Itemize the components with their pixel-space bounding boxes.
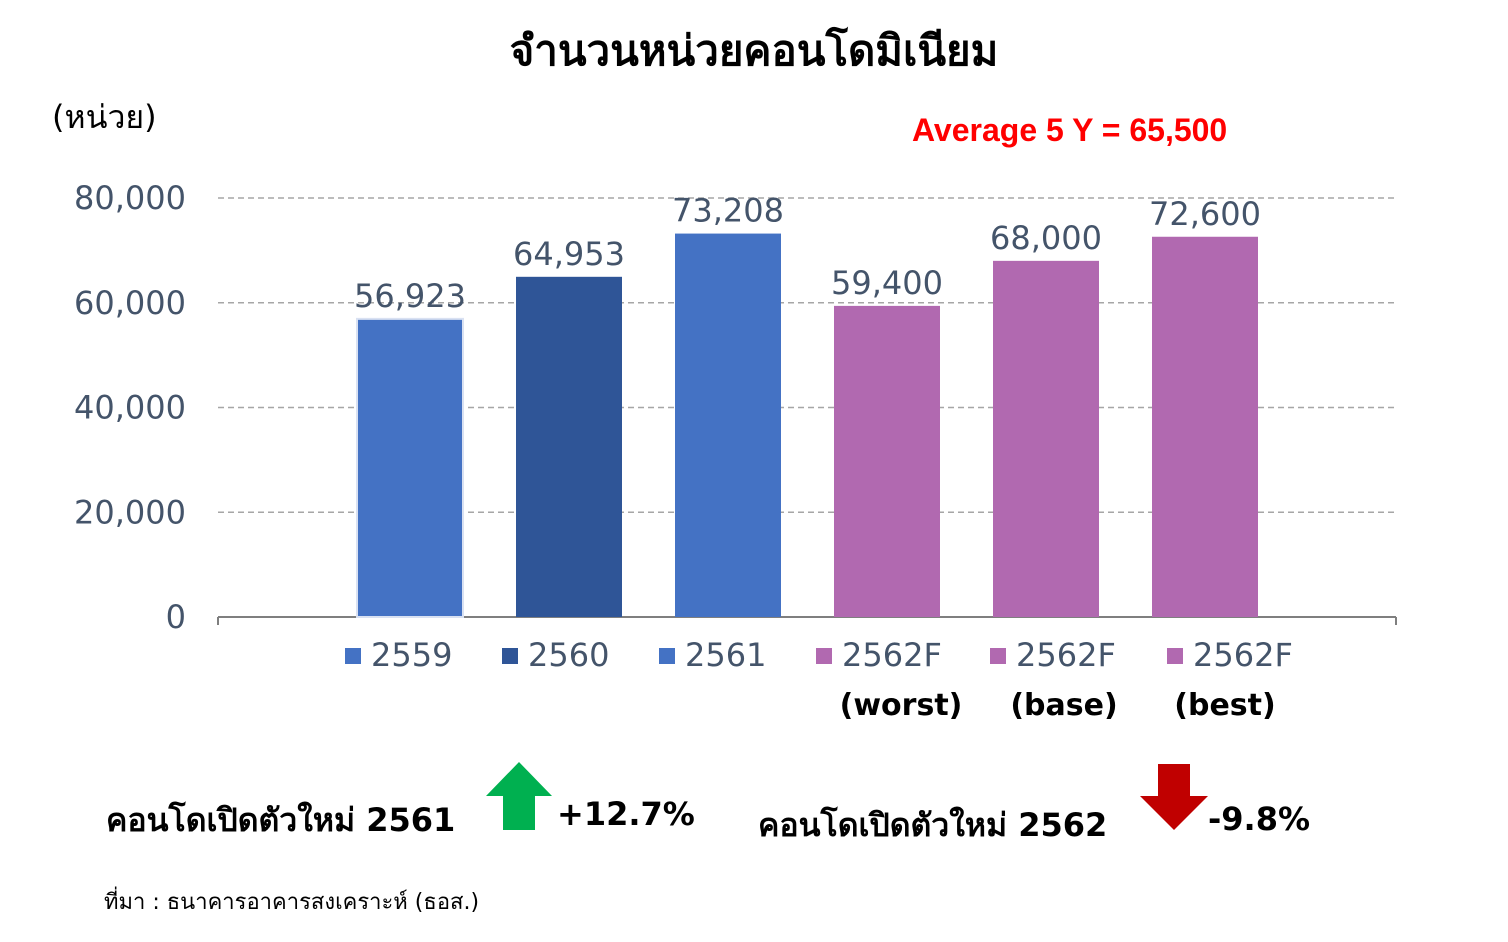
legend-swatch [345,648,361,664]
y-tick-label: 40,000 [74,389,186,427]
legend-swatch [990,648,1006,664]
data-label: 59,400 [831,264,943,302]
up-arrow-icon [486,762,552,830]
bar [356,317,464,618]
legend-swatch [502,648,518,664]
note-2561-label: คอนโดเปิดตัวใหม่ 2561 [106,801,456,839]
note-2562-change: -9.8% [1208,800,1311,838]
note-2561-change: +12.7% [557,795,695,833]
legend-swatch [1167,648,1183,664]
legend-label: 2561 [685,636,766,674]
y-tick-label: 60,000 [74,284,186,322]
data-label: 56,923 [354,277,466,315]
bar [675,233,781,617]
bar-chart: 0 20,000 40,000 60,000 80,000 56,923 64,953 73,… [74,179,1397,674]
legend-label: 2559 [371,636,452,674]
legend-label: 2562F [842,636,942,674]
chart-title: จำนวนหน่วยคอนโดมิเนียม [509,26,999,75]
legend-swatch [659,648,675,664]
sublabel-base: (base) [1010,688,1118,723]
legend-label: 2562F [1016,636,1116,674]
bar [834,305,940,617]
average-label: Average 5 Y = 65,500 [912,112,1228,148]
y-tick-label: 80,000 [74,179,186,217]
sublabel-worst: (worst) [839,688,963,723]
down-arrow-icon [1140,764,1208,830]
sublabel-best: (best) [1174,688,1276,723]
legend-label: 2562F [1193,636,1293,674]
data-label: 64,953 [513,235,625,273]
note-2562-label: คอนโดเปิดตัวใหม่ 2562 [758,806,1108,844]
bar [516,276,622,617]
data-label: 68,000 [990,219,1102,257]
legend-swatch [816,648,832,664]
y-unit-label: (หน่วย) [52,98,157,136]
bar [993,260,1099,617]
data-label: 73,208 [672,192,784,230]
data-label: 72,600 [1149,195,1261,233]
bar [1152,236,1258,617]
source-note: ที่มา : ธนาคารอาคารสงเคราะห์ (ธอส.) [104,890,480,915]
y-tick-label: 0 [166,598,186,636]
y-tick-label: 20,000 [74,493,186,531]
legend-label: 2560 [528,636,609,674]
